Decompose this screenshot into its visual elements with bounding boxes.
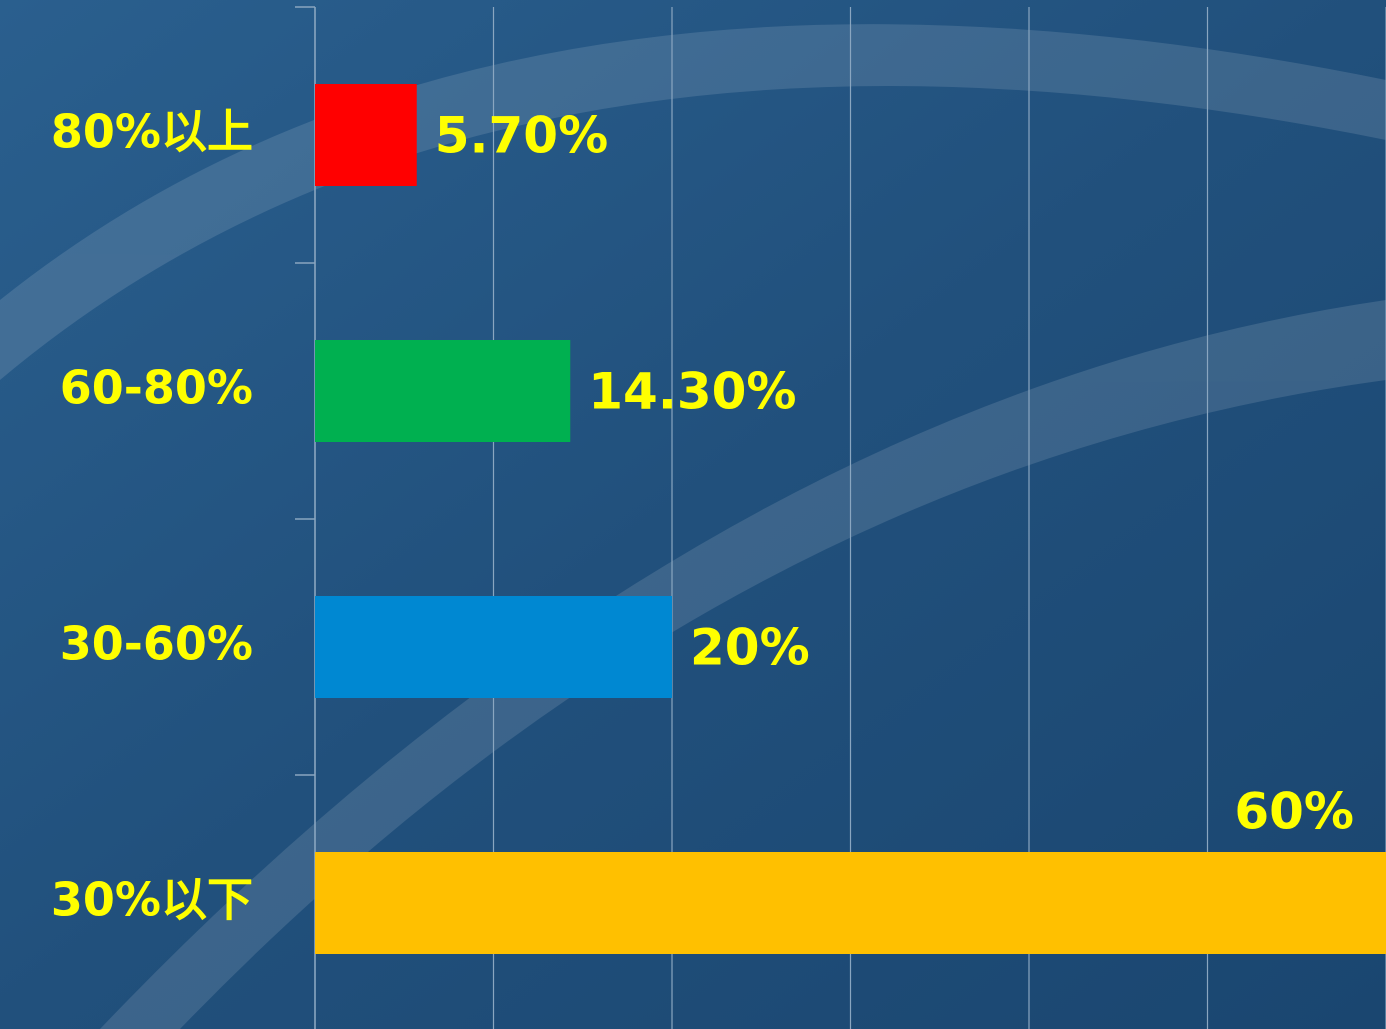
page: 80%以上5.70%60-80%14.30%30-60%20%30%以下60% … — [0, 0, 1386, 1029]
chart: 80%以上 5.70% 60-80% 14.30% 30-60% 20% 30%以下 60% — [0, 0, 1386, 1029]
category-label: 60-80% — [60, 361, 253, 415]
value-label: 14.30% — [588, 363, 796, 421]
bar — [315, 340, 570, 442]
value-label: 60% — [1234, 783, 1354, 841]
bar — [315, 596, 672, 698]
category-label: 30%以下 — [51, 873, 253, 927]
value-label: 5.70% — [435, 107, 608, 165]
category-label: 80%以上 — [51, 105, 253, 159]
bar — [315, 852, 1386, 954]
bar — [315, 84, 417, 186]
category-label: 30-60% — [60, 617, 253, 671]
value-label: 20% — [690, 619, 810, 677]
